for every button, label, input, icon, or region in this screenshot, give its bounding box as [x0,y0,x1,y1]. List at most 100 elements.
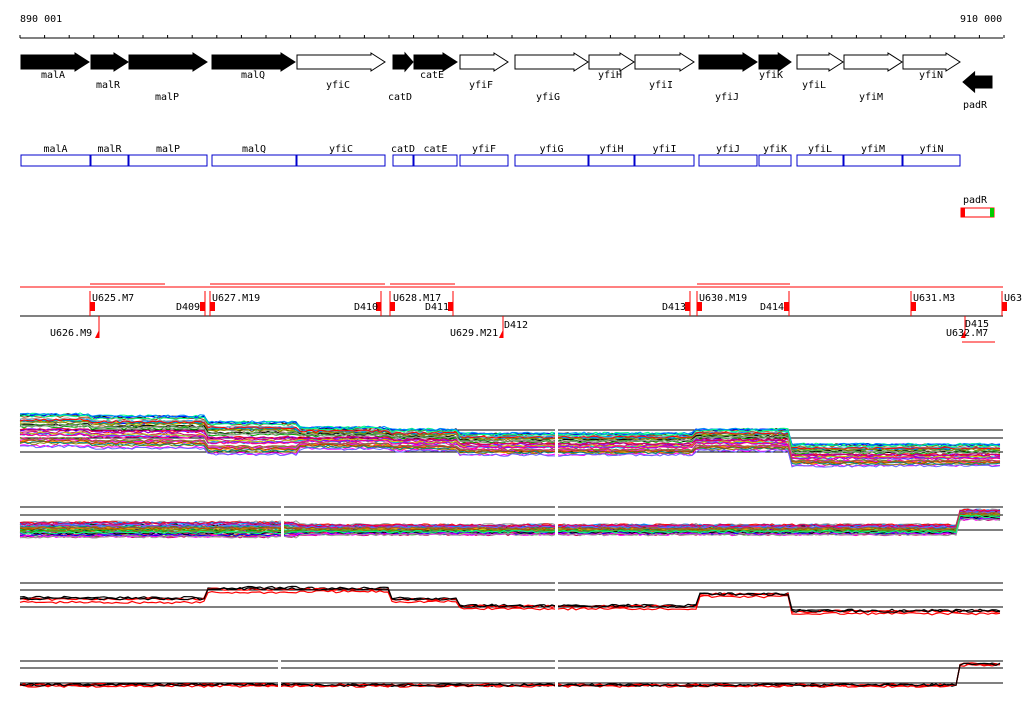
series-line [19,424,1001,455]
gene-box-yfiN[interactable]: yfiN [902,144,961,167]
gene-box-rect [698,154,758,167]
gene-box-yfiH[interactable]: yfiH [588,144,635,167]
gene-box-track: malA malR malP malQ yfiC catD catE yfiF yfiG yfiH… [20,144,961,167]
gene-box-label: yfiH [599,144,623,155]
gene-arrow-malA[interactable]: malA [20,52,90,81]
gene-label: malA [41,70,65,81]
gene-arrow-malR[interactable]: malR [90,52,129,91]
gene-arrow-catD[interactable]: catD [388,51,414,103]
gene-arrow-yfiG[interactable]: yfiG [514,52,589,103]
segment-U627.M19[interactable]: U627.M19 [209,291,260,316]
expression-panel-3 [19,580,1003,622]
gene-arrow-yfiI[interactable]: yfiI [634,52,695,91]
series-line [19,515,1001,535]
gene-box-rect [211,154,297,167]
segment-marker [200,302,205,311]
segment-D409[interactable]: D409 [176,291,206,316]
track-break [281,495,284,545]
gene-arrow-shape [796,52,844,72]
segment-marker [448,302,453,311]
segment-U632.M7[interactable]: U632.M7 [946,316,988,339]
segment-marker [376,302,381,311]
segment-marker [911,302,916,311]
segment-D412[interactable]: D412 [499,316,528,338]
series-line [19,517,1001,539]
segment-label: U626.M9 [50,328,92,339]
gene-arrow-shape [459,52,509,72]
segment-U626.M9[interactable]: U626.M9 [50,316,100,339]
gene-box-rect [843,154,903,167]
gene-box-malA[interactable]: malA [20,144,91,167]
gene-arrow-malQ[interactable]: malQ [211,52,296,81]
gene-arrow-yfiH[interactable]: yfiH [588,52,635,81]
gene-box-yfiM[interactable]: yfiM [843,144,903,167]
gene-box-yfiK[interactable]: yfiK [758,144,792,167]
gene-arrow-yfiJ[interactable]: yfiJ [698,52,758,103]
gene-box-catD[interactable]: catD [391,144,415,167]
gene-box-yfiG[interactable]: yfiG [514,144,589,167]
gene-arrow-yfiF[interactable]: yfiF [459,52,509,91]
segment-U630.M19[interactable]: U630.M19 [696,291,747,316]
gene-box-label: malQ [242,144,266,155]
segment-marker [784,302,789,311]
gene-box-malQ[interactable]: malQ [211,144,297,167]
segment-label: D415 [965,319,989,330]
gene-label: yfiN [919,70,943,81]
segment-marker [685,302,690,311]
gene-arrow-shape [588,52,635,72]
gene-box-label: yfiN [919,144,943,155]
gene-box-label: yfiM [861,144,885,155]
gene-arrow-shape [296,52,386,72]
gene-box-label: yfiL [808,144,832,155]
gene-box-malP[interactable]: malP [128,144,208,167]
segment-U631.M3[interactable]: U631.M3 [910,291,955,316]
gene-arrow-shape [698,52,758,72]
segment-D413[interactable]: D413 [662,291,691,316]
series-line [19,427,1001,457]
gene-arrow-yfiM[interactable]: yfiM [843,52,903,103]
segment-label: U63 [1004,293,1022,304]
gene-arrow-shape [843,52,903,72]
segment-D414[interactable]: D414 [760,291,790,316]
gene-box-label: yfiI [652,144,676,155]
gene-arrow-yfiC[interactable]: yfiC [296,52,386,91]
gene-arrow-malP[interactable]: malP [128,52,208,103]
series-line [19,586,1001,613]
segment-label: U629.M21 [450,328,498,339]
gene-box-label: catD [391,144,415,155]
segment-D410[interactable]: D410 [354,291,382,316]
segment-marker [1002,302,1007,311]
segment-D411[interactable]: D411 [425,291,454,316]
gene-box-yfiF[interactable]: yfiF [459,144,509,167]
gene-box-yfiJ[interactable]: yfiJ [698,144,758,167]
gene-box-malR[interactable]: malR [90,144,129,167]
gene-arrow-shape [413,52,458,72]
gene-box-rect [20,154,91,167]
gene-box-yfiC[interactable]: yfiC [296,144,386,167]
series-line [19,589,1001,616]
gene-label: yfiC [326,80,350,91]
series-line [19,436,1001,463]
expression-panel-4 [19,655,1003,695]
gene-box-yfiL[interactable]: yfiL [796,144,844,167]
segment-label: D410 [354,302,378,313]
segment-U628.M17[interactable]: U628.M17 [389,291,441,316]
gene-box-yfiI[interactable]: yfiI [634,144,695,167]
gene-arrow-catE[interactable]: catE [413,52,458,81]
gene-arrow-yfiL[interactable]: yfiL [796,52,844,91]
segment-U63[interactable]: U63 [1001,291,1022,316]
padr-box[interactable]: padR [960,195,995,218]
gene-label: yfiK [759,70,783,81]
gene-arrow-padR[interactable]: padR [962,70,993,111]
gene-label: yfiG [536,92,560,103]
segment-U629.M21[interactable]: U629.M21 [450,316,504,339]
expression-panels [19,395,1003,695]
gene-box-rect [796,154,844,167]
segment-U625.M7[interactable]: U625.M7 [89,291,134,316]
gene-arrow-yfiN[interactable]: yfiN [902,52,961,81]
track-break [555,395,558,470]
gene-box-catE[interactable]: catE [413,144,458,167]
gene-box-rect [634,154,695,167]
gene-arrow-yfiK[interactable]: yfiK [758,52,792,81]
